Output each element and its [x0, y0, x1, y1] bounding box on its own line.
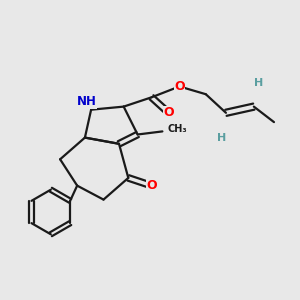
Text: H: H [217, 133, 226, 142]
Text: O: O [163, 106, 174, 119]
Text: O: O [174, 80, 185, 93]
Text: CH₃: CH₃ [168, 124, 188, 134]
Text: NH: NH [76, 95, 96, 109]
Text: O: O [146, 179, 157, 192]
Text: H: H [254, 78, 263, 88]
